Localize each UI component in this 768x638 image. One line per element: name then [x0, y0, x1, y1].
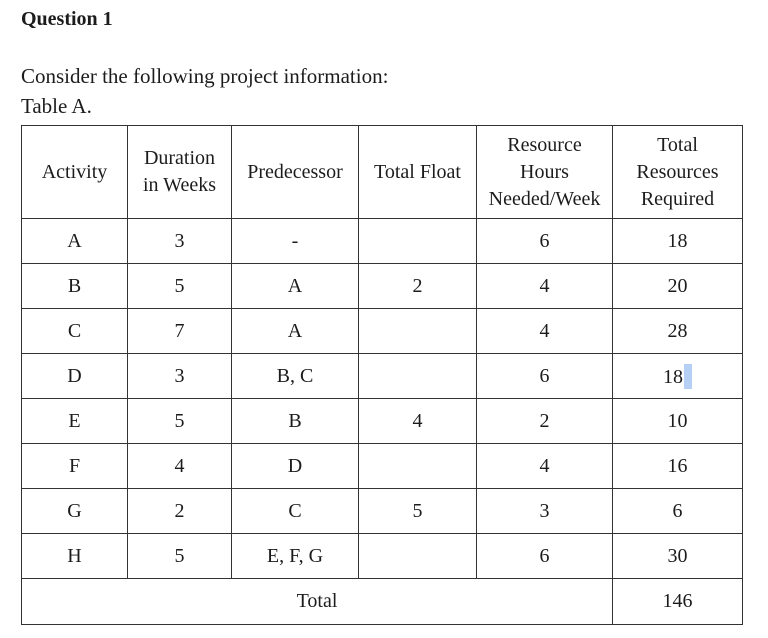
table-cell: 5 [127, 398, 232, 444]
table-cell: 4 [476, 308, 613, 354]
table-cell: 3 [127, 353, 232, 399]
table-cell: D [21, 353, 128, 399]
total-value-cell: 146 [612, 578, 743, 625]
table-row-g: G 2 C 5 3 6 [21, 488, 743, 534]
table-cell: 5 [127, 533, 232, 579]
table-cell: B, C [231, 353, 359, 399]
table-cell: 2 [127, 488, 232, 534]
header-cell-total-float: Total Float [358, 125, 477, 219]
table-cell: 4 [127, 443, 232, 489]
table-total-row: Total 146 [21, 578, 743, 625]
header-cell-activity: Activity [21, 125, 128, 219]
total-label-cell: Total [21, 578, 613, 625]
table-caption: Table A. [21, 94, 92, 118]
selection-highlight [684, 363, 692, 389]
table-cell: H [21, 533, 128, 579]
header-cell-total-resources: Total Resources Required [612, 125, 743, 219]
table-cell: A [21, 218, 128, 264]
table-row-h: H 5 E, F, G 6 30 [21, 533, 743, 579]
table-cell: 3 [127, 218, 232, 264]
table-cell: 7 [127, 308, 232, 354]
table-cell: D [231, 443, 359, 489]
table-cell: C [231, 488, 359, 534]
table-cell: 2 [358, 263, 477, 309]
intro-line: Consider the following project informati… [21, 64, 389, 88]
table-cell: 6 [476, 353, 613, 399]
table-row-a: A 3 - 6 18 [21, 218, 743, 264]
table-cell: - [231, 218, 359, 264]
table-row-e: E 5 B 4 2 10 [21, 398, 743, 444]
header-cell-duration: Duration in Weeks [127, 125, 232, 219]
table-cell: G [21, 488, 128, 534]
table-cell: 6 [612, 488, 743, 534]
header-cell-predecessor: Predecessor [231, 125, 359, 219]
header-cell-resource-hours: Resource Hours Needed/Week [476, 125, 613, 219]
table-cell: 30 [612, 533, 743, 579]
table-header-row: Activity Duration in Weeks Predecessor T… [21, 125, 743, 219]
table-cell [358, 443, 477, 489]
table-cell [358, 218, 477, 264]
question-title: Question 1 [21, 8, 113, 30]
table-cell: 16 [612, 443, 743, 489]
table-row-d: D 3 B, C 6 18 [21, 353, 743, 399]
table-cell: 4 [476, 443, 613, 489]
table-cell: 4 [476, 263, 613, 309]
table-cell: 6 [476, 533, 613, 579]
project-table: Activity Duration in Weeks Predecessor T… [21, 125, 743, 625]
table-cell [358, 308, 477, 354]
table-cell: 3 [476, 488, 613, 534]
intro-text: Consider the following project informati… [21, 61, 768, 121]
table-cell: 18 [612, 218, 743, 264]
table-cell: A [231, 308, 359, 354]
table-cell: 10 [612, 398, 743, 444]
table-cell: 5 [127, 263, 232, 309]
table-cell: B [231, 398, 359, 444]
table-cell: 20 [612, 263, 743, 309]
table-cell: E, F, G [231, 533, 359, 579]
table-cell: A [231, 263, 359, 309]
table-cell-value: 18 [663, 365, 683, 388]
table-cell: 6 [476, 218, 613, 264]
table-cell: 4 [358, 398, 477, 444]
table-cell: 18 [612, 353, 743, 399]
table-cell: E [21, 398, 128, 444]
table-cell [358, 533, 477, 579]
table-cell: C [21, 308, 128, 354]
table-row-b: B 5 A 2 4 20 [21, 263, 743, 309]
table-cell [358, 353, 477, 399]
table-cell: B [21, 263, 128, 309]
table-cell: F [21, 443, 128, 489]
table-row-c: C 7 A 4 28 [21, 308, 743, 354]
table-cell: 2 [476, 398, 613, 444]
table-cell: 5 [358, 488, 477, 534]
table-cell: 28 [612, 308, 743, 354]
table-row-f: F 4 D 4 16 [21, 443, 743, 489]
